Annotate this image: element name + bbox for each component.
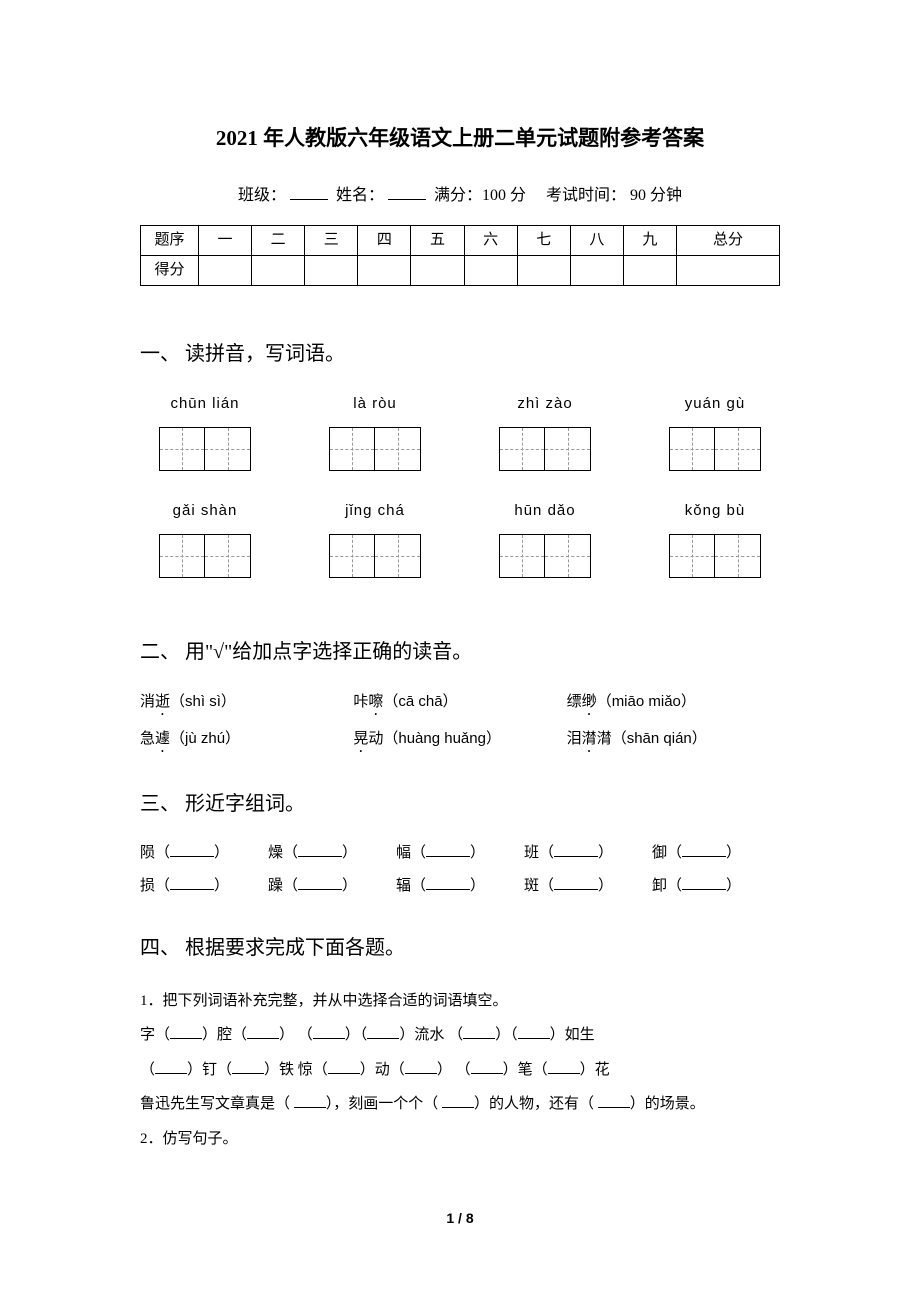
pinyin-text: gǎi shàn	[173, 497, 238, 524]
q4-1-sentence: 鲁迅先生写文章真是（ ），刻画一个个（ ）的人物，还有（ ）的场景。	[140, 1087, 780, 1122]
score-cell	[252, 255, 305, 285]
score-cell	[570, 255, 623, 285]
time-value: 90 分钟	[630, 187, 682, 204]
pinyin-row: gǎi shàn jǐng chá hūn dǎo kǒng bù	[140, 497, 780, 578]
section-2-heading: 二、 用"√"给加点字选择正确的读音。	[140, 634, 780, 670]
tian-box	[329, 427, 421, 471]
info-line: 班级： 姓名： 满分：100 分 考试时间： 90 分钟	[140, 182, 780, 211]
fullscore-value: 100 分	[482, 187, 526, 204]
q2-row: 消逝（shì sì） 咔嚓（cā chā） 缥缈（miāo miǎo）	[140, 688, 780, 719]
q2-item: 消逝（shì sì）	[140, 688, 353, 719]
row-label: 题序	[141, 225, 199, 255]
name-label: 姓名：	[336, 187, 384, 204]
q4-1-line2: （）钉（）铁 惊（）动（） （）笔（）花	[140, 1053, 780, 1088]
pinyin-item: jǐng chá	[310, 497, 440, 578]
header-cell: 九	[623, 225, 676, 255]
tian-box	[499, 534, 591, 578]
pinyin-item: kǒng bù	[650, 497, 780, 578]
q3-item: 燥（）	[268, 840, 396, 867]
pinyin-text: hūn dǎo	[514, 497, 575, 524]
section-3-heading: 三、 形近字组词。	[140, 786, 780, 822]
score-cell	[199, 255, 252, 285]
pinyin-item: hūn dǎo	[480, 497, 610, 578]
q2-row: 急遽（jù zhú） 晃动（huànɡ huǎnɡ） 泪潸潸（shān qián…	[140, 725, 780, 756]
tian-box	[159, 427, 251, 471]
tian-box	[329, 534, 421, 578]
pinyin-item: zhì zào	[480, 390, 610, 471]
tian-box	[499, 427, 591, 471]
tian-box	[669, 427, 761, 471]
header-cell: 二	[252, 225, 305, 255]
header-cell: 一	[199, 225, 252, 255]
q2-item: 咔嚓（cā chā）	[353, 688, 566, 719]
q3-item: 班（）	[524, 840, 652, 867]
q3-body: 陨（） 燥（） 幅（） 班（） 御（） 损（） 躁（） 辐（） 斑（） 卸（）	[140, 840, 780, 900]
pinyin-text: kǒng bù	[685, 497, 745, 524]
class-label: 班级：	[238, 187, 286, 204]
pinyin-text: chūn lián	[170, 390, 239, 417]
header-cell: 五	[411, 225, 464, 255]
score-cell	[517, 255, 570, 285]
pinyin-item: chūn lián	[140, 390, 270, 471]
pinyin-text: zhì zào	[517, 390, 572, 417]
row-label: 得分	[141, 255, 199, 285]
pinyin-item: yuán gù	[650, 390, 780, 471]
score-cell	[305, 255, 358, 285]
q4-1-line1: 字（）腔（） （）（）流水 （）（）如生	[140, 1018, 780, 1053]
q3-item: 躁（）	[268, 873, 396, 900]
score-cell	[623, 255, 676, 285]
pinyin-text: yuán gù	[685, 390, 745, 417]
pinyin-row: chūn lián là ròu zhì zào yuán gù	[140, 390, 780, 471]
header-cell: 总分	[676, 225, 779, 255]
header-cell: 七	[517, 225, 570, 255]
header-cell: 八	[570, 225, 623, 255]
page-number: 1 / 8	[140, 1206, 780, 1231]
score-cell	[411, 255, 464, 285]
score-cell	[358, 255, 411, 285]
header-cell: 六	[464, 225, 517, 255]
class-blank	[290, 199, 328, 200]
tian-box	[669, 534, 761, 578]
time-label: 考试时间：	[546, 187, 626, 204]
q2-item: 晃动（huànɡ huǎnɡ）	[353, 725, 566, 756]
q2-item: 泪潸潸（shān qián）	[567, 725, 780, 756]
q3-item: 斑（）	[524, 873, 652, 900]
q4-2: 2．仿写句子。	[140, 1122, 780, 1157]
table-row: 得分	[141, 255, 780, 285]
table-row: 题序 一 二 三 四 五 六 七 八 九 总分	[141, 225, 780, 255]
q4-body: 1．把下列词语补充完整，并从中选择合适的词语填空。 字（）腔（） （）（）流水 …	[140, 984, 780, 1157]
fullscore-label: 满分：	[434, 187, 482, 204]
header-cell: 四	[358, 225, 411, 255]
q3-row: 陨（） 燥（） 幅（） 班（） 御（）	[140, 840, 780, 867]
score-cell	[464, 255, 517, 285]
q3-item: 幅（）	[396, 840, 524, 867]
pinyin-item: gǎi shàn	[140, 497, 270, 578]
pinyin-item: là ròu	[310, 390, 440, 471]
header-cell: 三	[305, 225, 358, 255]
q3-item: 御（）	[652, 840, 780, 867]
page-title: 2021 年人教版六年级语文上册二单元试题附参考答案	[140, 120, 780, 158]
name-blank	[388, 199, 426, 200]
q3-item: 卸（）	[652, 873, 780, 900]
q4-1-intro: 1．把下列词语补充完整，并从中选择合适的词语填空。	[140, 984, 780, 1019]
score-cell	[676, 255, 779, 285]
q3-row: 损（） 躁（） 辐（） 斑（） 卸（）	[140, 873, 780, 900]
q3-item: 辐（）	[396, 873, 524, 900]
q2-item: 急遽（jù zhú）	[140, 725, 353, 756]
q2-item: 缥缈（miāo miǎo）	[567, 688, 780, 719]
section-4-heading: 四、 根据要求完成下面各题。	[140, 930, 780, 966]
tian-box	[159, 534, 251, 578]
section-1-heading: 一、 读拼音，写词语。	[140, 336, 780, 372]
pinyin-text: là ròu	[353, 390, 397, 417]
q2-body: 消逝（shì sì） 咔嚓（cā chā） 缥缈（miāo miǎo） 急遽（j…	[140, 688, 780, 756]
q3-item: 陨（）	[140, 840, 268, 867]
score-table: 题序 一 二 三 四 五 六 七 八 九 总分 得分	[140, 225, 780, 286]
pinyin-text: jǐng chá	[345, 497, 405, 524]
q3-item: 损（）	[140, 873, 268, 900]
